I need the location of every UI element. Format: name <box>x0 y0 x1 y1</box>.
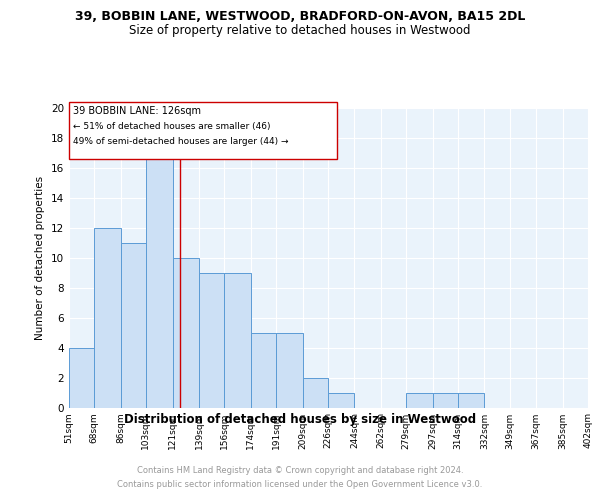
Bar <box>69 348 94 408</box>
Bar <box>251 332 276 407</box>
Bar <box>94 228 121 408</box>
Text: Distribution of detached houses by size in Westwood: Distribution of detached houses by size … <box>124 412 476 426</box>
Text: ← 51% of detached houses are smaller (46): ← 51% of detached houses are smaller (46… <box>73 122 271 131</box>
Text: Contains public sector information licensed under the Open Government Licence v3: Contains public sector information licen… <box>118 480 482 489</box>
Bar <box>173 258 199 408</box>
Bar <box>458 392 484 407</box>
Bar <box>121 242 146 408</box>
Bar <box>146 152 173 408</box>
Text: Contains HM Land Registry data © Crown copyright and database right 2024.: Contains HM Land Registry data © Crown c… <box>137 466 463 475</box>
Text: 39 BOBBIN LANE: 126sqm: 39 BOBBIN LANE: 126sqm <box>73 106 202 116</box>
FancyBboxPatch shape <box>69 102 337 158</box>
Text: Size of property relative to detached houses in Westwood: Size of property relative to detached ho… <box>129 24 471 37</box>
Bar <box>328 392 355 407</box>
Bar <box>276 332 302 407</box>
Bar <box>433 392 458 407</box>
Bar <box>224 272 251 407</box>
Bar <box>302 378 328 408</box>
Text: 39, BOBBIN LANE, WESTWOOD, BRADFORD-ON-AVON, BA15 2DL: 39, BOBBIN LANE, WESTWOOD, BRADFORD-ON-A… <box>75 10 525 23</box>
Text: 49% of semi-detached houses are larger (44) →: 49% of semi-detached houses are larger (… <box>73 137 289 146</box>
Bar <box>199 272 224 407</box>
Y-axis label: Number of detached properties: Number of detached properties <box>35 176 46 340</box>
Bar <box>406 392 433 407</box>
